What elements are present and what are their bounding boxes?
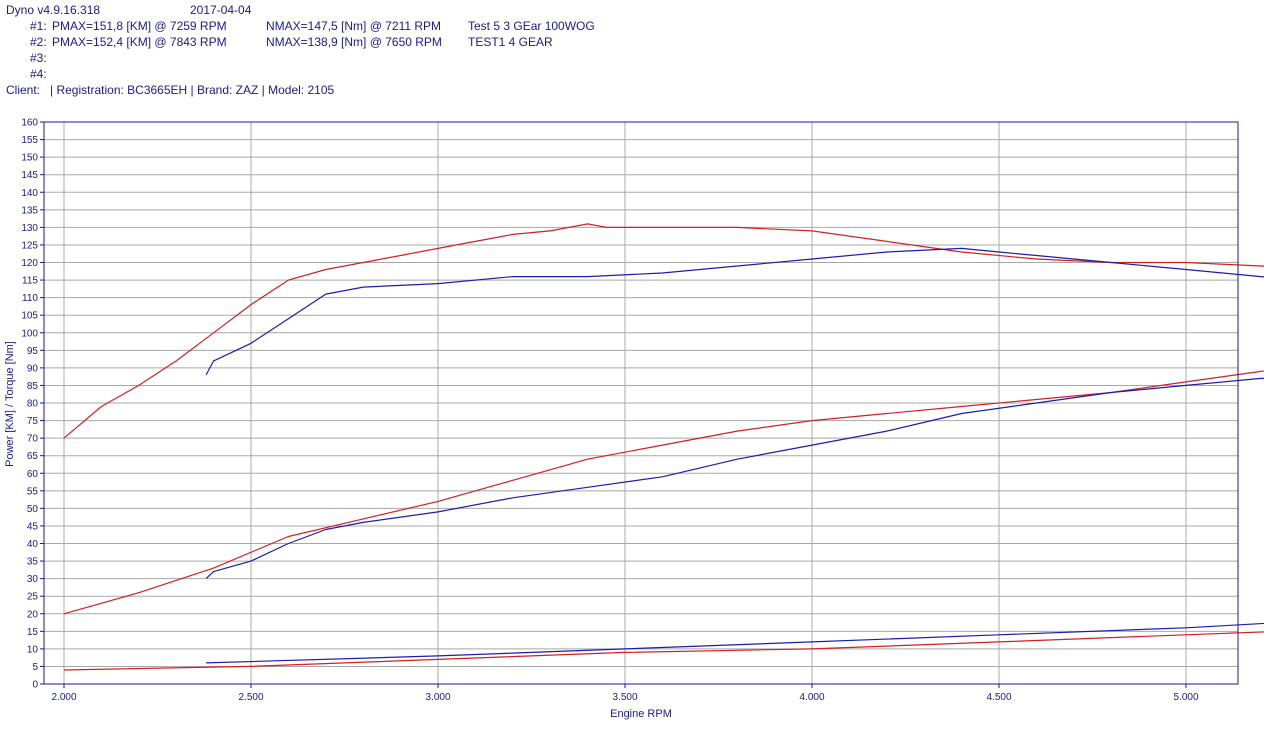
y-tick-label: 55 [27,486,39,497]
y-tick-label: 0 [32,680,38,691]
y-tick-label: 125 [21,240,38,251]
report-date: 2017-04-04 [190,3,252,17]
app-version: Dyno v4.9.16.318 [6,3,101,17]
x-axis-label: Engine RPM [610,708,672,720]
run-1-id: #1: [30,19,47,33]
x-tick-label: 5.000 [1173,692,1198,703]
x-axis-ticks: 2.0002.5003.0003.5004.0004.5005.0005.500… [51,684,1199,703]
y-tick-label: 160 [21,118,38,129]
y-tick-label: 150 [21,153,38,164]
x-tick-label: 4.000 [799,692,824,703]
y-tick-label: 25 [27,592,39,603]
series-line-run1-0 [63,223,1264,439]
x-tick-label: 3.000 [425,692,450,703]
x-tick-label: 2.500 [238,692,263,703]
y-tick-label: 130 [21,223,38,234]
y-tick-label: 15 [27,627,39,638]
series-line-run2-3 [205,247,1264,376]
y-tick-label: 100 [21,328,38,339]
y-tick-label: 85 [27,381,39,392]
y-tick-label: 65 [27,451,39,462]
run-2-name: TEST1 4 GEAR [468,35,553,49]
y-tick-label: 115 [22,276,38,287]
chart-grid [44,121,1238,685]
y-tick-label: 90 [27,363,39,374]
y-tick-label: 40 [27,539,39,550]
run-3-id: #3: [30,51,47,65]
y-tick-label: 140 [21,188,38,199]
x-tick-label: 4.500 [986,692,1011,703]
y-tick-label: 10 [27,644,39,655]
y-tick-label: 20 [27,609,39,620]
run-2-nmax: NMAX=138,9 [Nm] @ 7650 RPM [266,35,442,49]
y-tick-label: 105 [21,311,38,322]
run-4-id: #4: [30,67,47,81]
y-tick-label: 35 [27,557,39,568]
run-2-id: #2: [30,35,47,49]
y-tick-label: 70 [27,434,39,445]
y-tick-label: 120 [21,258,38,269]
chart-series [63,223,1264,671]
x-tick-label: 2.000 [51,692,76,703]
series-line-run1-1 [63,370,1264,615]
series-line-run2-4 [205,377,1264,580]
y-tick-label: 135 [21,205,38,216]
y-tick-label: 95 [27,346,39,357]
series-line-run1-2 [63,631,1264,671]
y-tick-label: 155 [21,135,38,146]
y-tick-label: 75 [27,416,39,427]
y-tick-label: 145 [21,170,38,181]
series-line-run2-5 [206,622,1264,664]
y-tick-label: 50 [27,504,39,515]
y-tick-label: 5 [32,662,38,673]
x-tick-label: 3.500 [612,692,637,703]
y-axis-ticks: 0 5 10 15 20 25 30 35 40 45 50 55 60 65 70 75 80 85 90 95 10… [21,118,44,691]
client-info: Client: | Registration: BC3665EH | Brand… [6,83,335,97]
run-1-pmax: PMAX=151,8 [KM] @ 7259 RPM [52,19,227,33]
y-tick-label: 60 [27,469,39,480]
y-tick-label: 45 [27,521,39,532]
y-tick-label: 80 [27,399,39,410]
y-tick-label: 30 [27,574,39,585]
run-2-pmax: PMAX=152,4 [KM] @ 7843 RPM [52,35,227,49]
run-1-nmax: NMAX=147,5 [Nm] @ 7211 RPM [266,19,442,33]
y-axis-label: Power [KM] / Torque [Nm] [4,341,16,467]
y-tick-label: 110 [22,293,38,304]
run-1-name: Test 5 3 GEar 100WOG [468,19,595,33]
